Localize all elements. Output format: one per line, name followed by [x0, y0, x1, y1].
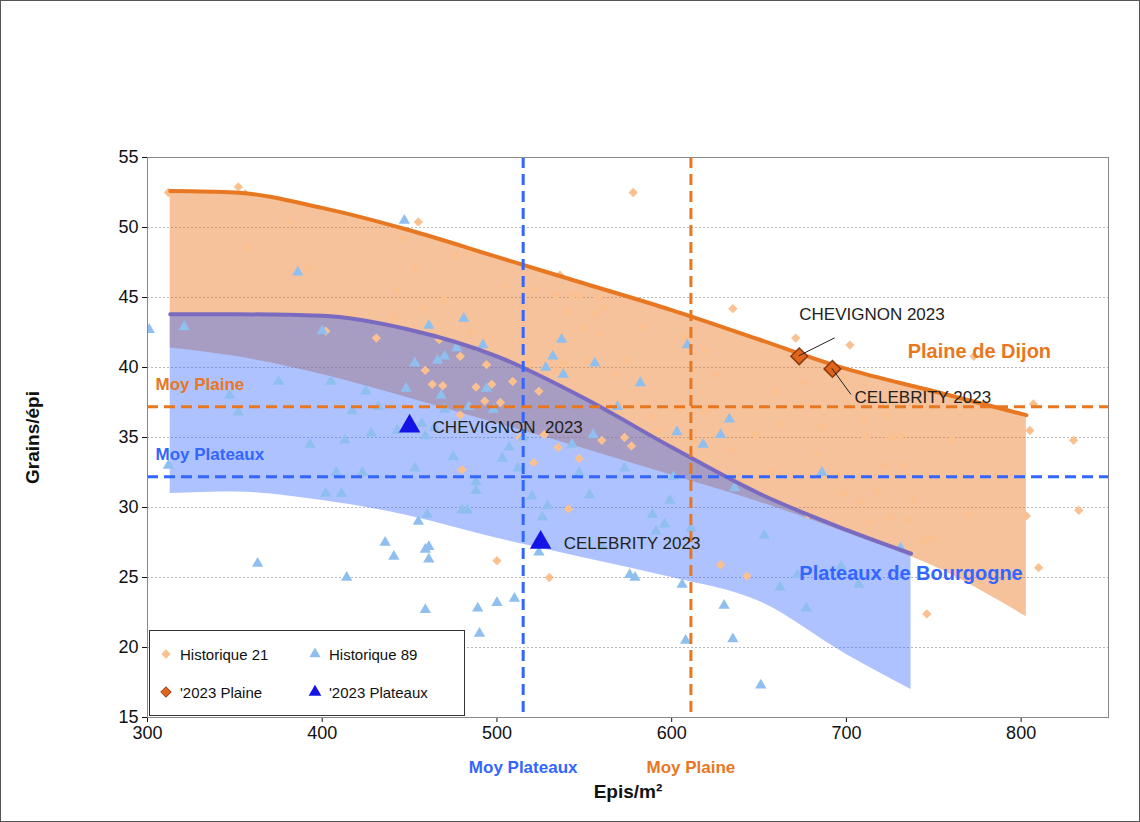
svg-text:Grains/épi: Grains/épi	[22, 391, 43, 484]
svg-text:20: 20	[118, 637, 138, 657]
svg-text:500: 500	[482, 723, 512, 743]
svg-text:700: 700	[831, 723, 861, 743]
svg-text:50: 50	[118, 217, 138, 237]
html-text:Historique 89: Historique 89	[329, 645, 418, 663]
svg-text:Plateaux de Bourgogne: Plateaux de Bourgogne	[799, 562, 1022, 584]
svg-text:25: 25	[118, 567, 138, 587]
svg-text:45: 45	[118, 287, 138, 307]
svg-text:30: 30	[118, 497, 138, 517]
svg-text:CHEVIGNON 2023: CHEVIGNON 2023	[799, 305, 945, 324]
svg-text:35: 35	[118, 427, 138, 447]
svg-text:300: 300	[132, 723, 162, 743]
svg-text:Epis/m²: Epis/m²	[594, 781, 663, 802]
svg-text:600: 600	[657, 723, 687, 743]
svg-text:Moy Plaine: Moy Plaine	[156, 375, 245, 394]
svg-text:CHEVIGNON 2023: CHEVIGNON 2023	[433, 418, 583, 437]
svg-text:800: 800	[1006, 723, 1036, 743]
svg-text:CELEBRITY 2023: CELEBRITY 2023	[564, 534, 701, 553]
svg-text:40: 40	[118, 357, 138, 377]
html-text:'2023 Plaine: '2023 Plaine	[180, 683, 263, 701]
svg-text:Moy Plateaux: Moy Plateaux	[156, 445, 265, 464]
svg-text:Moy Plateaux: Moy Plateaux	[469, 758, 578, 777]
svg-text:15: 15	[118, 707, 139, 728]
svg-text:CELEBRITY 2023: CELEBRITY 2023	[854, 388, 991, 407]
html-text:Historique 21: Historique 21	[180, 645, 269, 663]
html-text:'2023 Plateaux: '2023 Plateaux	[329, 683, 428, 701]
svg-text:Plaine de Dijon: Plaine de Dijon	[908, 340, 1051, 362]
svg-text:55: 55	[118, 147, 138, 167]
svg-text:Moy Plaine: Moy Plaine	[646, 758, 735, 777]
svg-text:400: 400	[307, 723, 337, 743]
